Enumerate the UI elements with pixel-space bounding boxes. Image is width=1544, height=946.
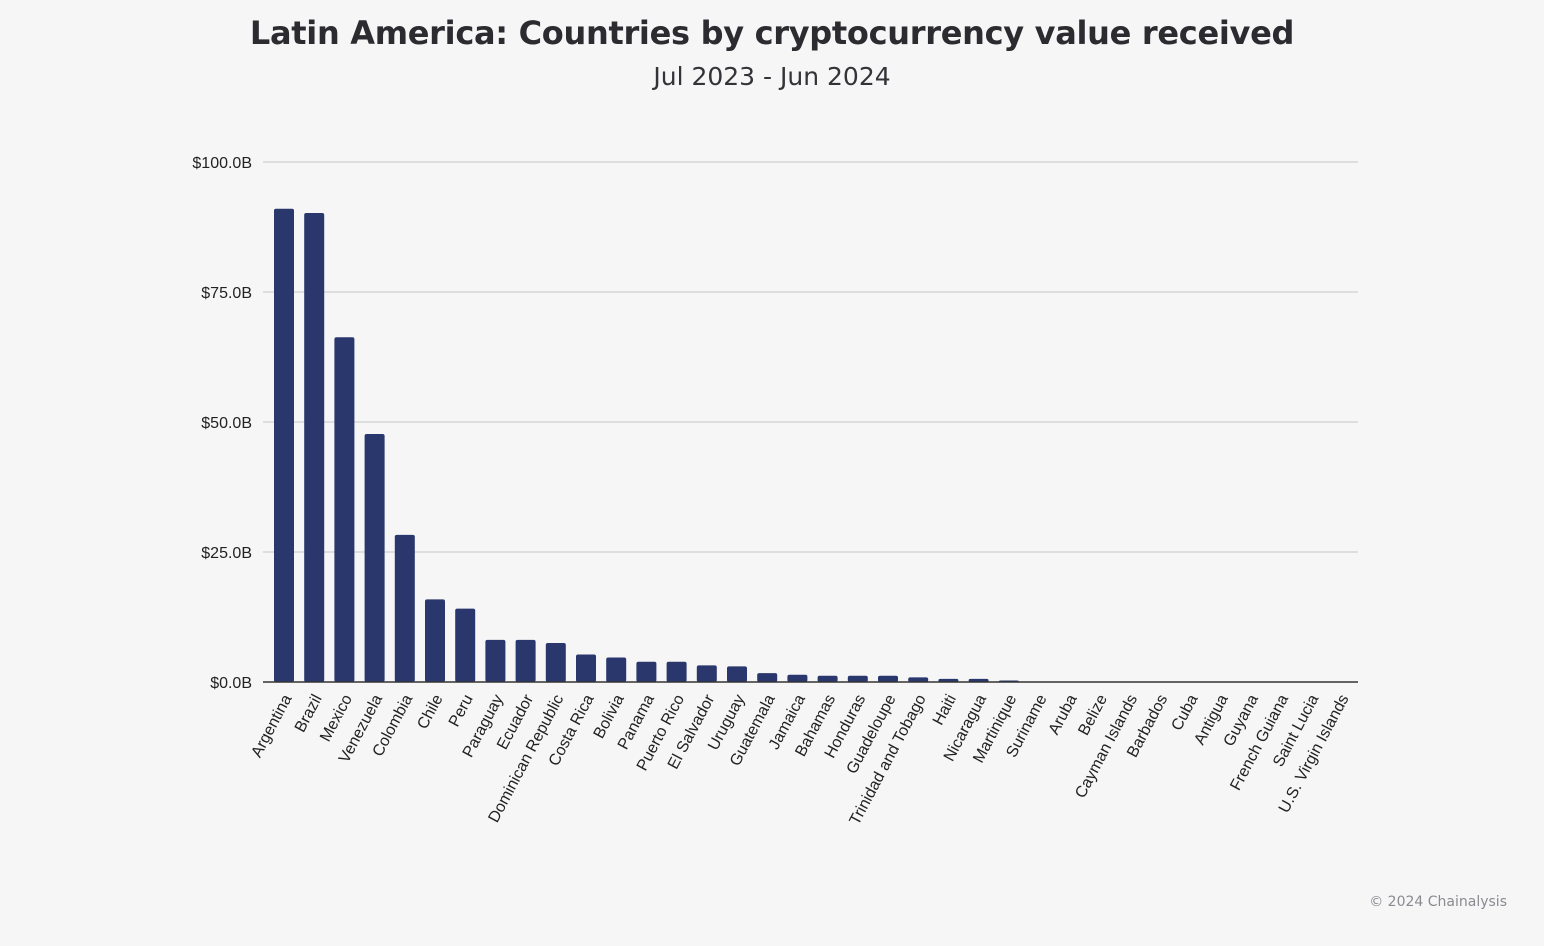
bar: [666, 661, 687, 682]
chart-title: Latin America: Countries by cryptocurren…: [249, 14, 1295, 52]
bar: [425, 599, 445, 682]
bar: [274, 208, 294, 683]
y-tick-label: $100.0B: [192, 155, 252, 172]
bar: [364, 433, 385, 682]
y-tick-label: $0.0B: [210, 675, 252, 692]
bar: [576, 654, 596, 682]
copyright-text: © 2024 Chainalysis: [1369, 894, 1507, 910]
y-tick-label: $50.0B: [201, 415, 252, 432]
bar: [878, 675, 898, 682]
bar: [485, 639, 506, 682]
bar: [696, 665, 717, 682]
x-tick-label: Chile: [414, 692, 446, 732]
bar: [304, 212, 325, 682]
x-tick-label: Cuba: [1169, 692, 1202, 734]
x-tick-label: Peru: [446, 692, 477, 730]
bar: [334, 337, 355, 682]
bar: [545, 643, 566, 682]
x-tick-label: Argentina: [248, 692, 295, 761]
y-tick-label: $25.0B: [201, 545, 252, 562]
bar: [636, 661, 657, 682]
x-tick-label: Haiti: [930, 692, 960, 728]
y-tick-label: $75.0B: [201, 285, 252, 302]
bar: [938, 678, 959, 682]
bar: [757, 673, 778, 682]
bar: [394, 534, 415, 682]
bar: [515, 639, 536, 682]
bar: [817, 675, 838, 682]
bar: [787, 674, 808, 682]
bar: [727, 666, 747, 682]
bar: [606, 657, 627, 682]
bar: [455, 608, 476, 682]
bar: [847, 675, 868, 682]
bar: [968, 678, 989, 682]
chart-subtitle: Jul 2023 - Jun 2024: [653, 62, 891, 91]
bar: [908, 677, 929, 682]
